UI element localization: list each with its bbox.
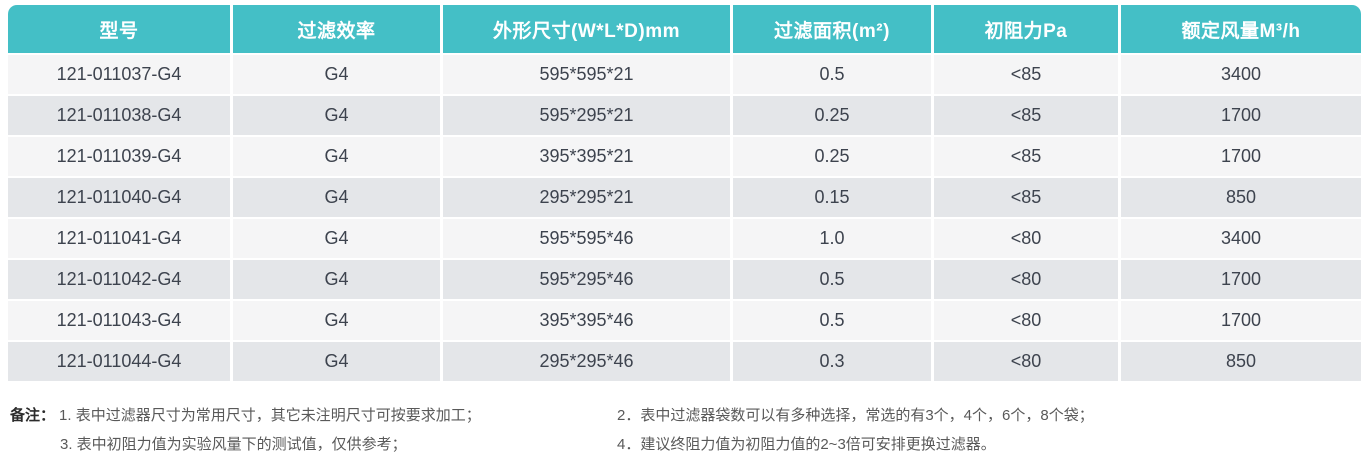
table-cell: 121-011041-G4 (8, 219, 230, 258)
table-cell: G4 (233, 260, 440, 299)
table-cell: 121-011040-G4 (8, 178, 230, 217)
table-cell: <85 (934, 137, 1118, 176)
column-header-initial-resistance: 初阻力Pa (934, 5, 1118, 53)
table-cell: G4 (233, 342, 440, 381)
column-header-filter-area: 过滤面积(m²) (733, 5, 931, 53)
notes-section: 备注： 1. 表中过滤器尺寸为常用尺寸，其它未注明尺寸可按要求加工； 3. 表中初… (10, 401, 1365, 459)
table-row: 121-011037-G4 G4 595*595*21 0.5 <85 3400 (8, 55, 1361, 94)
table-cell: <80 (934, 219, 1118, 258)
table-cell: 850 (1121, 342, 1361, 381)
table-cell: <85 (934, 178, 1118, 217)
table-cell: 3400 (1121, 219, 1361, 258)
table-cell: 121-011043-G4 (8, 301, 230, 340)
table-cell: 121-011042-G4 (8, 260, 230, 299)
table-cell: 850 (1121, 178, 1361, 217)
table-cell: 1700 (1121, 96, 1361, 135)
note-line-1: 备注： 1. 表中过滤器尺寸为常用尺寸，其它未注明尺寸可按要求加工； (10, 401, 617, 430)
table-cell: <80 (934, 342, 1118, 381)
table-cell: G4 (233, 219, 440, 258)
table-cell: 595*595*21 (443, 55, 730, 94)
table-cell: 0.15 (733, 178, 931, 217)
column-header-rated-airflow: 额定风量M³/h (1121, 5, 1361, 53)
table-cell: 121-011038-G4 (8, 96, 230, 135)
table-cell: 1.0 (733, 219, 931, 258)
table-row: 121-011042-G4 G4 595*295*46 0.5 <80 1700 (8, 260, 1361, 299)
column-header-model: 型号 (8, 5, 230, 53)
notes-label: 备注： (10, 407, 56, 424)
table-header: 型号 过滤效率 外形尺寸(W*L*D)mm 过滤面积(m²) 初阻力Pa 额定风… (8, 5, 1361, 53)
table-cell: 0.3 (733, 342, 931, 381)
table-cell: 1700 (1121, 260, 1361, 299)
note-line-2: 2．表中过滤器袋数可以有多种选择，常选的有3个，4个，6个，8个袋； (617, 401, 1365, 430)
table-cell: G4 (233, 55, 440, 94)
table-cell: <80 (934, 260, 1118, 299)
column-header-efficiency: 过滤效率 (233, 5, 440, 53)
table-cell: G4 (233, 178, 440, 217)
table-cell: 121-011044-G4 (8, 342, 230, 381)
notes-column-right: 2．表中过滤器袋数可以有多种选择，常选的有3个，4个，6个，8个袋； 4．建议终… (617, 401, 1365, 459)
table-cell: 295*295*21 (443, 178, 730, 217)
table-cell: 595*595*46 (443, 219, 730, 258)
table-cell: <85 (934, 55, 1118, 94)
table-row: 121-011040-G4 G4 295*295*21 0.15 <85 850 (8, 178, 1361, 217)
note-item-2: 2．表中过滤器袋数可以有多种选择，常选的有3个，4个，6个，8个袋； (617, 407, 1094, 424)
table-cell: 0.25 (733, 137, 931, 176)
table-cell: 1700 (1121, 137, 1361, 176)
table-cell: 1700 (1121, 301, 1361, 340)
table-cell: <80 (934, 301, 1118, 340)
table-cell: 395*395*21 (443, 137, 730, 176)
table-cell: G4 (233, 137, 440, 176)
filter-spec-table: 型号 过滤效率 外形尺寸(W*L*D)mm 过滤面积(m²) 初阻力Pa 额定风… (8, 5, 1361, 381)
table-cell: G4 (233, 96, 440, 135)
table-cell: 121-011039-G4 (8, 137, 230, 176)
note-line-4: 4．建议终阻力值为初阻力值的2~3倍可安排更换过滤器。 (617, 430, 1365, 459)
table-cell: 595*295*21 (443, 96, 730, 135)
table-cell: G4 (233, 301, 440, 340)
table-cell: 0.5 (733, 55, 931, 94)
note-item-4: 4．建议终阻力值为初阻力值的2~3倍可安排更换过滤器。 (617, 436, 996, 453)
table-cell: 0.5 (733, 301, 931, 340)
table-cell: 395*395*46 (443, 301, 730, 340)
table-body: 121-011037-G4 G4 595*595*21 0.5 <85 3400… (8, 55, 1361, 381)
table-row: 121-011039-G4 G4 395*395*21 0.25 <85 170… (8, 137, 1361, 176)
table-cell: <85 (934, 96, 1118, 135)
table-cell: 595*295*46 (443, 260, 730, 299)
table-cell: 3400 (1121, 55, 1361, 94)
column-header-dimensions: 外形尺寸(W*L*D)mm (443, 5, 730, 53)
table-cell: 121-011037-G4 (8, 55, 230, 94)
notes-column-left: 备注： 1. 表中过滤器尺寸为常用尺寸，其它未注明尺寸可按要求加工； 3. 表中初… (10, 401, 617, 459)
note-item-1: 1. 表中过滤器尺寸为常用尺寸，其它未注明尺寸可按要求加工； (59, 407, 481, 424)
note-item-3: 3. 表中初阻力值为实验风量下的测试值，仅供参考； (60, 436, 407, 453)
table-cell: 295*295*46 (443, 342, 730, 381)
note-line-3: 3. 表中初阻力值为实验风量下的测试值，仅供参考； (10, 430, 617, 459)
table-row: 121-011038-G4 G4 595*295*21 0.25 <85 170… (8, 96, 1361, 135)
table-row: 121-011043-G4 G4 395*395*46 0.5 <80 1700 (8, 301, 1361, 340)
table-row: 121-011041-G4 G4 595*595*46 1.0 <80 3400 (8, 219, 1361, 258)
table-cell: 0.5 (733, 260, 931, 299)
table-row: 121-011044-G4 G4 295*295*46 0.3 <80 850 (8, 342, 1361, 381)
table-cell: 0.25 (733, 96, 931, 135)
